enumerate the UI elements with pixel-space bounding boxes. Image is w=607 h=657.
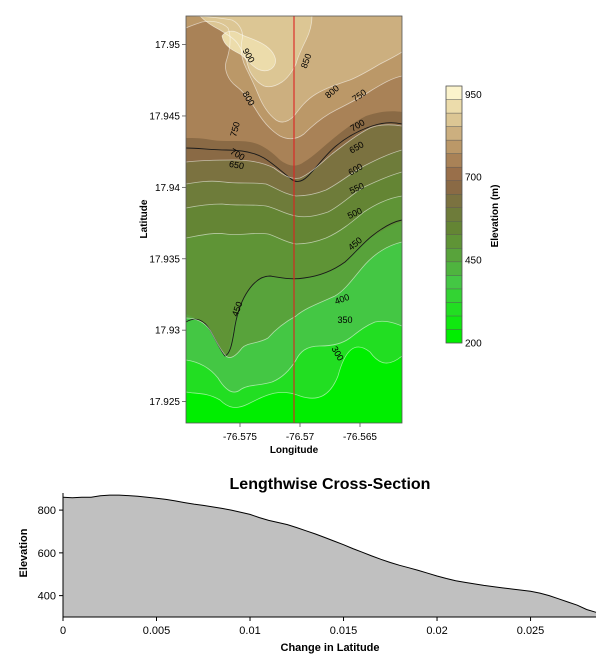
cross-section-x-tick-label: 0.005 [143,625,171,637]
colorbar: 950 700 450 200 [445,85,482,350]
cross-section-area [63,495,596,617]
map-y-tick-label: 17.935 [149,254,180,265]
contour-label: 350 [337,315,352,325]
map-frame [185,15,403,424]
colorbar-tick-label: 450 [465,256,482,267]
map-x-tick-label: -76.575 [223,432,257,443]
cross-section-y-tick-label: 600 [38,548,56,560]
colorbar-cell [445,85,463,100]
colorbar-cell [445,248,463,263]
cross-section-y-axis-label: Elevation [18,528,30,577]
contour-label: 750 [228,121,242,138]
map-axes: -76.575 -76.57 -76.565 17.95 17.945 17.94 17.9… [149,40,377,443]
colorbar-cell [445,288,463,303]
colorbar-cell [445,261,463,276]
colorbar-cell [445,166,463,181]
map-y-axis-label: Latitude [139,199,150,238]
colorbar-tick-label: 700 [465,173,482,184]
colorbar-cell [445,180,463,195]
colorbar-cell [445,99,463,114]
map-y-tick-label: 17.925 [149,397,180,408]
colorbar-tick-label: 200 [465,339,482,350]
cross-section-x-tick-label: 0.01 [239,625,260,637]
cross-section-y-tick-label: 800 [38,505,56,517]
colorbar-cell [445,221,463,235]
map-y-tick-label: 17.945 [149,111,180,122]
contour-label: 400 [333,292,351,307]
map-x-axis-label: Longitude [270,445,319,456]
minor-contours [186,16,402,408]
cross-section-x-tick-label: 0.02 [426,625,447,637]
colorbar-cell [445,112,463,127]
colorbar-cell [445,153,463,168]
colorbar-cell [445,126,463,141]
contour-line-700 [186,122,402,183]
colorbar-cell [445,329,463,344]
cross-section-profile-line [62,494,597,613]
cross-section-y-tick-label: 400 [38,591,56,603]
map-y-tick-label: 17.93 [155,326,180,337]
map-x-tick-label: -76.565 [343,432,377,443]
colorbar-cell [445,207,463,222]
colorbar-cell [445,234,463,249]
colorbar-label: Elevation (m) [490,185,501,248]
cross-section-x-tick-label: 0.025 [517,625,545,637]
map-x-tick-label: -76.57 [286,432,315,443]
cross-section-plot: 0 0.005 0.01 0.015 0.02 0.025 800 600 400 [38,493,597,637]
map-y-tick-label: 17.95 [155,40,180,51]
cross-section-x-tick-label: 0.015 [330,625,358,637]
cross-section-x-axis-label: Change in Latitude [281,642,380,654]
colorbar-frame [445,85,463,344]
map-y-tick-label: 17.94 [155,183,180,194]
colorbar-cell [445,194,463,208]
colorbar-cell [445,302,463,317]
colorbar-cell [445,275,463,290]
contour-label: 450 [230,300,245,318]
colorbar-tick-label: 950 [465,90,482,101]
contour-label: 850 [299,52,314,70]
colorbar-cell [445,315,463,330]
cross-section-title: Lengthwise Cross-Section [230,476,431,493]
cross-section-x-tick-label: 0 [60,625,66,637]
contour-label: 650 [228,159,245,171]
colorbar-cell [445,139,463,154]
